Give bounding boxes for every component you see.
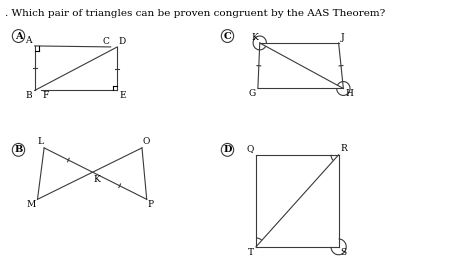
Text: B: B [25,91,32,100]
Text: A: A [15,32,22,41]
Text: K: K [94,175,101,184]
Text: D: D [223,145,232,154]
Text: G: G [249,89,256,98]
Text: T: T [248,248,254,257]
Text: A: A [25,36,32,45]
Text: K: K [251,33,258,42]
Text: L: L [37,137,43,146]
Text: S: S [341,248,347,257]
Text: R: R [341,144,347,153]
Text: D: D [118,37,125,46]
Text: J: J [341,33,344,42]
Text: C: C [224,32,231,41]
Text: P: P [148,200,154,209]
Text: M: M [26,200,36,209]
Text: B: B [15,145,22,154]
Text: Q: Q [247,144,254,153]
Text: H: H [345,89,353,98]
Text: F: F [42,91,49,100]
Text: O: O [143,137,150,146]
Text: E: E [119,91,126,100]
Text: C: C [103,37,110,46]
Text: . Which pair of triangles can be proven congruent by the AAS Theorem?: . Which pair of triangles can be proven … [5,9,386,18]
